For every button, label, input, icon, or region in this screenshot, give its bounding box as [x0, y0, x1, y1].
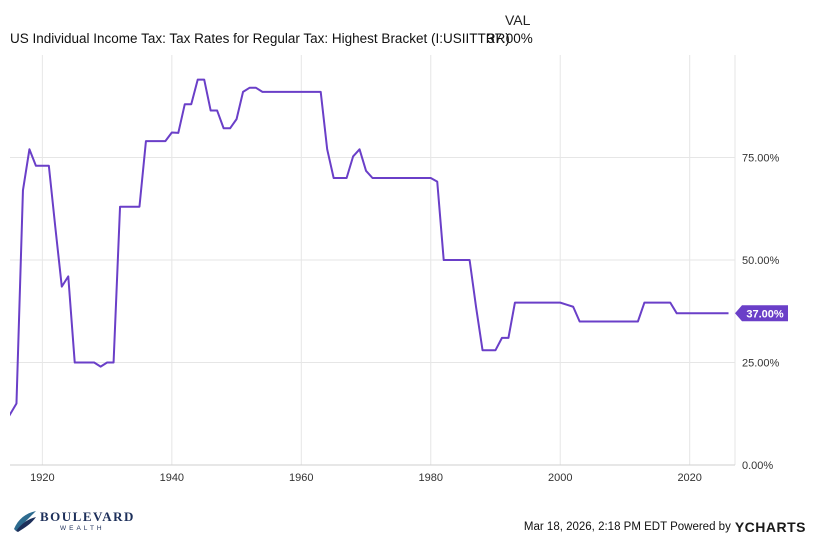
leaf-icon [14, 511, 36, 532]
x-tick-label: 1940 [160, 472, 184, 484]
series-layer [10, 78, 729, 417]
y-tick-label: 75.00% [742, 153, 780, 165]
ycharts-logo[interactable]: YCHARTS [734, 519, 806, 535]
x-tick-label: 2020 [677, 472, 701, 484]
y-tick-label: 25.00% [742, 358, 780, 370]
series-name[interactable]: US Individual Income Tax: Tax Rates for … [10, 31, 510, 46]
x-tick-label: 1980 [419, 472, 443, 484]
axes: 0.00% 25.00% 50.00% 75.00% 1920 1940 1960 1980 2… [10, 153, 780, 484]
footer-timestamp: Mar 18, 2026, 2:18 PM EDT Powered by [523, 521, 731, 533]
x-tick-label: 1920 [30, 472, 54, 484]
value-column-header: VAL [505, 12, 531, 28]
last-value-tag: 37.00% [735, 305, 788, 322]
grid [10, 55, 736, 466]
series-current-value: 37.00% [487, 31, 533, 46]
last-value-tag-bg [735, 305, 788, 322]
x-tick-label: 2000 [548, 472, 572, 484]
logo-subtitle: WEALTH [60, 525, 105, 532]
boulevard-wealth-logo: BOULEVARD WEALTH [12, 508, 135, 534]
logo-name: BOULEVARD [40, 509, 135, 524]
footer: Mar 18, 2026, 2:18 PM EDT Powered by YCH… [524, 519, 806, 535]
x-tick-label: 1960 [289, 472, 313, 484]
last-value-label: 37.00% [746, 308, 784, 320]
y-tick-label: 50.00% [742, 255, 780, 267]
legend-row[interactable]: US Individual Income Tax: Tax Rates for … [10, 31, 540, 49]
series-line [10, 78, 729, 417]
y-tick-label: 0.00% [742, 460, 773, 472]
